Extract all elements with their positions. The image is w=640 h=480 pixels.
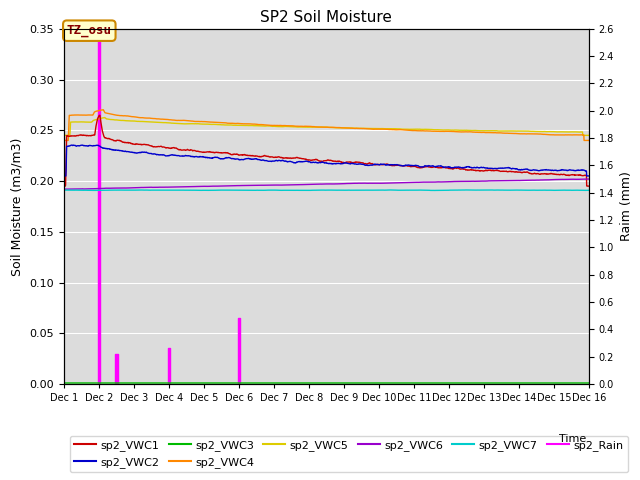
sp2_VWC3 — [316, 380, 323, 386]
sp2_VWC2 — [474, 165, 481, 170]
sp2_VWC5 — [570, 129, 577, 135]
sp2_VWC3 — [585, 380, 593, 386]
sp2_VWC6 — [570, 176, 578, 182]
sp2_VWC2 — [585, 173, 593, 179]
sp2_VWC6 — [60, 186, 68, 192]
sp2_VWC3 — [474, 380, 481, 386]
sp2_VWC1 — [570, 172, 577, 178]
sp2_VWC7 — [316, 187, 323, 193]
sp2_VWC7 — [87, 187, 95, 193]
Line: sp2_VWC2: sp2_VWC2 — [64, 145, 589, 176]
sp2_VWC4 — [301, 123, 309, 129]
sp2_VWC6 — [61, 186, 68, 192]
sp2_VWC5 — [570, 129, 578, 135]
sp2_VWC5 — [585, 132, 593, 138]
sp2_VWC4 — [99, 107, 107, 113]
sp2_VWC4 — [570, 132, 578, 138]
sp2_VWC1 — [585, 183, 593, 189]
sp2_VWC7 — [60, 187, 68, 193]
sp2_VWC3 — [301, 380, 309, 386]
sp2_VWC6 — [585, 176, 593, 182]
Line: sp2_VWC5: sp2_VWC5 — [64, 118, 589, 135]
sp2_VWC6 — [585, 176, 593, 182]
sp2_VWC4 — [316, 124, 323, 130]
sp2_VWC1 — [60, 183, 68, 189]
sp2_VWC5 — [301, 124, 309, 130]
sp2_VWC2 — [570, 168, 577, 173]
sp2_VWC2 — [316, 159, 323, 165]
sp2_VWC5 — [101, 115, 109, 120]
sp2_VWC7 — [585, 187, 593, 193]
sp2_VWC1 — [570, 172, 578, 178]
Y-axis label: Soil Moisture (m3/m3): Soil Moisture (m3/m3) — [11, 137, 24, 276]
sp2_VWC2 — [87, 143, 95, 149]
sp2_VWC5 — [87, 120, 95, 125]
Y-axis label: Raim (mm): Raim (mm) — [620, 171, 632, 241]
sp2_VWC1 — [95, 112, 103, 118]
sp2_VWC2 — [570, 168, 578, 173]
sp2_VWC7 — [461, 187, 469, 193]
Line: sp2_VWC7: sp2_VWC7 — [64, 190, 589, 191]
Text: TZ_osu: TZ_osu — [67, 24, 112, 37]
sp2_VWC7 — [474, 187, 481, 193]
sp2_VWC2 — [60, 173, 68, 179]
sp2_VWC5 — [316, 124, 323, 130]
Line: sp2_VWC6: sp2_VWC6 — [64, 179, 589, 189]
sp2_VWC6 — [316, 181, 323, 187]
sp2_VWC2 — [301, 158, 309, 164]
Text: Time: Time — [559, 434, 586, 444]
sp2_VWC1 — [474, 168, 481, 173]
sp2_VWC7 — [301, 188, 309, 193]
sp2_VWC3 — [570, 380, 577, 386]
sp2_VWC3 — [60, 380, 68, 386]
sp2_VWC4 — [87, 112, 95, 118]
Legend: sp2_VWC1, sp2_VWC2, sp2_VWC3, sp2_VWC4, sp2_VWC5, sp2_VWC6, sp2_VWC7, sp2_Rain: sp2_VWC1, sp2_VWC2, sp2_VWC3, sp2_VWC4, … — [70, 436, 628, 472]
sp2_VWC5 — [60, 132, 68, 138]
sp2_VWC6 — [474, 179, 481, 184]
sp2_VWC5 — [474, 128, 481, 133]
sp2_VWC4 — [570, 132, 577, 138]
Line: sp2_VWC1: sp2_VWC1 — [64, 115, 589, 186]
sp2_VWC2 — [70, 142, 77, 148]
sp2_VWC7 — [570, 187, 578, 193]
sp2_VWC7 — [431, 188, 439, 193]
sp2_VWC4 — [474, 130, 481, 135]
sp2_VWC6 — [570, 176, 577, 182]
Title: SP2 Soil Moisture: SP2 Soil Moisture — [260, 10, 392, 25]
sp2_VWC3 — [570, 380, 577, 386]
Line: sp2_VWC4: sp2_VWC4 — [64, 110, 589, 141]
sp2_VWC3 — [87, 380, 95, 386]
sp2_VWC6 — [301, 181, 309, 187]
sp2_VWC1 — [87, 133, 95, 139]
sp2_VWC4 — [585, 138, 593, 144]
sp2_VWC1 — [301, 156, 309, 162]
sp2_VWC7 — [570, 187, 578, 193]
sp2_VWC4 — [60, 138, 68, 144]
sp2_VWC1 — [316, 158, 323, 164]
sp2_VWC6 — [87, 186, 95, 192]
